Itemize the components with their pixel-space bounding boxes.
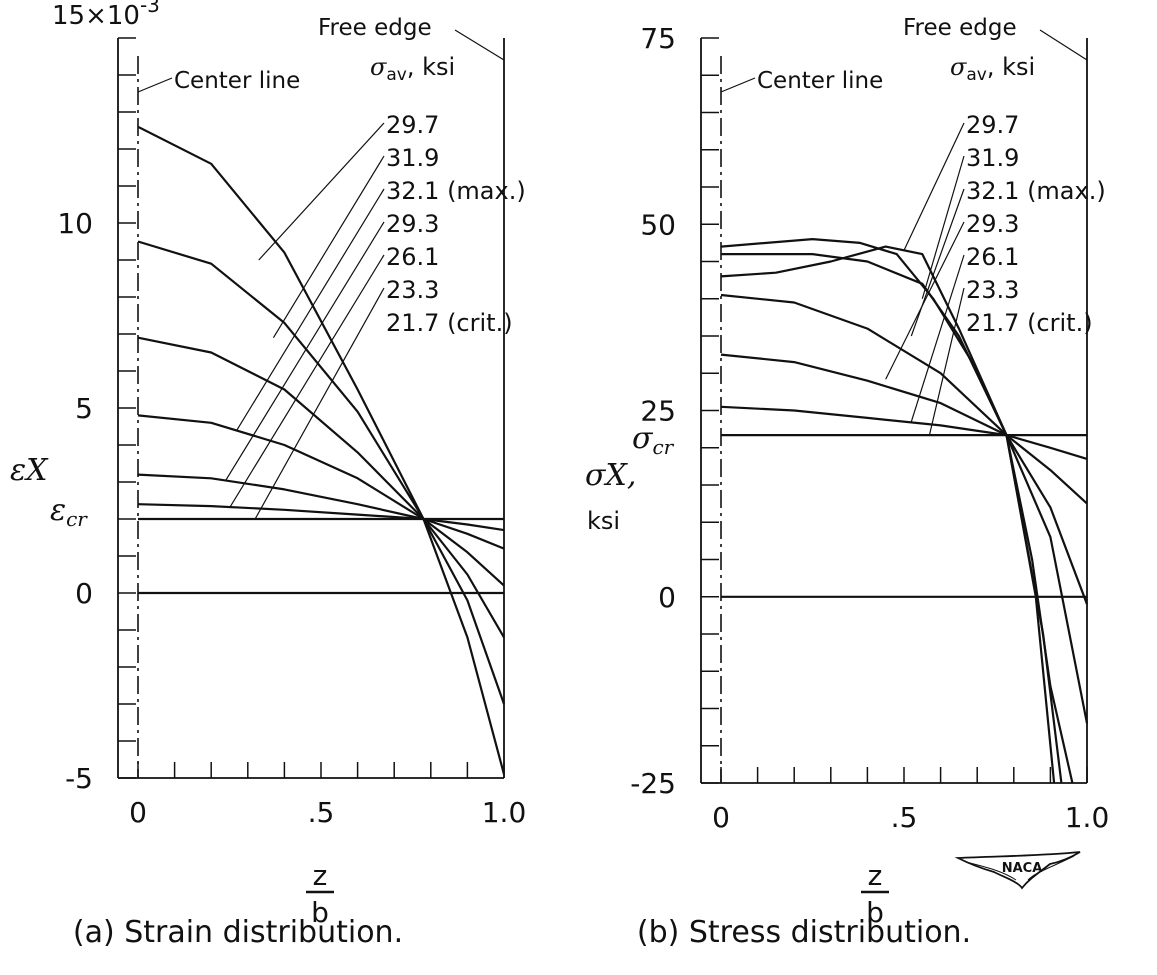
free-edge-leader — [1039, 29, 1088, 61]
series-line-1 — [137, 240, 506, 705]
y-exponent-base: 15×10 — [52, 1, 140, 31]
chart-caption: (a) Strain distribution. — [73, 915, 403, 950]
y-tick-label: 0 — [658, 581, 676, 614]
y-tick-label: 10 — [57, 207, 93, 240]
series-line-5 — [137, 503, 505, 532]
legend-leader-line — [272, 155, 385, 339]
legend-leader-line — [910, 188, 965, 337]
chart-caption: (b) Stress distribution. — [637, 915, 971, 950]
legend-title-rest: , ksi — [987, 53, 1035, 81]
y-tick-label: 0 — [75, 577, 93, 610]
legend-title-subscript: av — [386, 65, 406, 85]
legend-entry-label: 32.1 (max.) — [966, 177, 1106, 205]
center-line-label: Center line — [174, 68, 300, 94]
legend-entry-label: 21.7 (crit.) — [386, 309, 513, 337]
legend-entry-label: 23.3 — [386, 276, 439, 304]
y-tick-label: -25 — [630, 767, 676, 800]
x-tick-label: .5 — [891, 801, 918, 834]
series-line-8 — [1006, 434, 1088, 460]
legend-title-symbol: σ — [950, 53, 967, 81]
critical-symbol: σ — [632, 421, 654, 456]
x-tick-label: .5 — [308, 796, 335, 829]
x-axis-label-numerator: z — [868, 859, 883, 892]
series-line-2 — [137, 336, 505, 638]
legend-leader-line — [903, 122, 965, 251]
legend-leader-line — [921, 155, 965, 299]
naca-logo: NACA — [954, 851, 1081, 890]
naca-wing-outline — [954, 851, 1081, 890]
legend-entry-label: 26.1 — [966, 243, 1019, 271]
x-tick-label: 0 — [712, 801, 730, 834]
y-tick-label: -5 — [65, 762, 93, 795]
legend-leader-line — [929, 287, 965, 435]
legend-entry-label: 26.1 — [386, 243, 439, 271]
legend-entry-label: 21.7 (crit.) — [966, 309, 1093, 337]
legend-leader-line — [254, 287, 385, 520]
center-line-leader — [137, 77, 173, 93]
critical-symbol: ε — [50, 493, 66, 528]
legend-leader-line — [885, 221, 965, 380]
legend-title-symbol: σ — [370, 53, 387, 81]
critical-subscript: cr — [652, 435, 674, 459]
naca-wing-feathers — [965, 855, 1075, 881]
legend-entry-label: 32.1 (max.) — [386, 177, 526, 205]
naca-logo-text: NACA — [1002, 861, 1043, 876]
y-exponent-power: -3 — [140, 0, 160, 17]
legend-leader-line — [228, 254, 385, 509]
center-line-label: Center line — [757, 68, 883, 94]
legend-entry-label: 29.7 — [386, 111, 439, 139]
x-tick-label: 0 — [129, 796, 147, 829]
legend-leader-line — [225, 221, 385, 481]
y-tick-label: 25 — [640, 395, 676, 428]
series-line-5 — [720, 405, 1088, 505]
legend-title: σav, ksi — [950, 53, 1035, 85]
y-tick-label: 5 — [75, 392, 93, 425]
x-tick-label: 1.0 — [1065, 801, 1110, 834]
y-tick-label: 50 — [640, 208, 676, 241]
legend-entry-label: 31.9 — [966, 144, 1019, 172]
series-line-0 — [137, 125, 506, 775]
legend-entry-label: 31.9 — [386, 144, 439, 172]
x-axis-label-denominator: b — [311, 896, 329, 929]
legend-title-rest: , ksi — [407, 53, 455, 81]
y-axis-unit: ksi — [587, 507, 620, 535]
legend-leader-line — [236, 188, 385, 431]
legend-leader-line — [258, 122, 385, 261]
free-edge-label: Free edge — [903, 15, 1017, 41]
series-line-2 — [720, 245, 1056, 784]
legend-entry-label: 29.7 — [966, 111, 1019, 139]
series-line-3 — [720, 293, 1089, 724]
series-line-4 — [137, 473, 505, 550]
x-tick-label: 1.0 — [482, 796, 527, 829]
free-edge-leader — [454, 29, 505, 61]
critical-label: εcr — [50, 493, 88, 531]
y-tick-label: 75 — [640, 22, 676, 55]
center-line-leader — [720, 77, 756, 93]
y-axis-exponent: 15×10-3 — [52, 0, 160, 31]
legend-entry-label: 29.3 — [966, 210, 1019, 238]
legend-title: σav, ksi — [370, 53, 455, 85]
series-line-4 — [720, 353, 1089, 605]
legend-entry-label: 29.3 — [386, 210, 439, 238]
legend-entry-label: 23.3 — [966, 276, 1019, 304]
x-axis-label-denominator: b — [866, 896, 884, 929]
y-axis-label: εX — [10, 453, 49, 488]
free-edge-label: Free edge — [318, 15, 432, 41]
critical-subscript: cr — [66, 507, 88, 531]
legend-title-subscript: av — [966, 65, 986, 85]
series-line-3 — [137, 414, 505, 587]
x-axis-label-numerator: z — [313, 859, 328, 892]
y-axis-label: σX, — [585, 458, 636, 493]
critical-label: σcr — [632, 421, 675, 459]
legend-leader-line — [910, 254, 965, 422]
